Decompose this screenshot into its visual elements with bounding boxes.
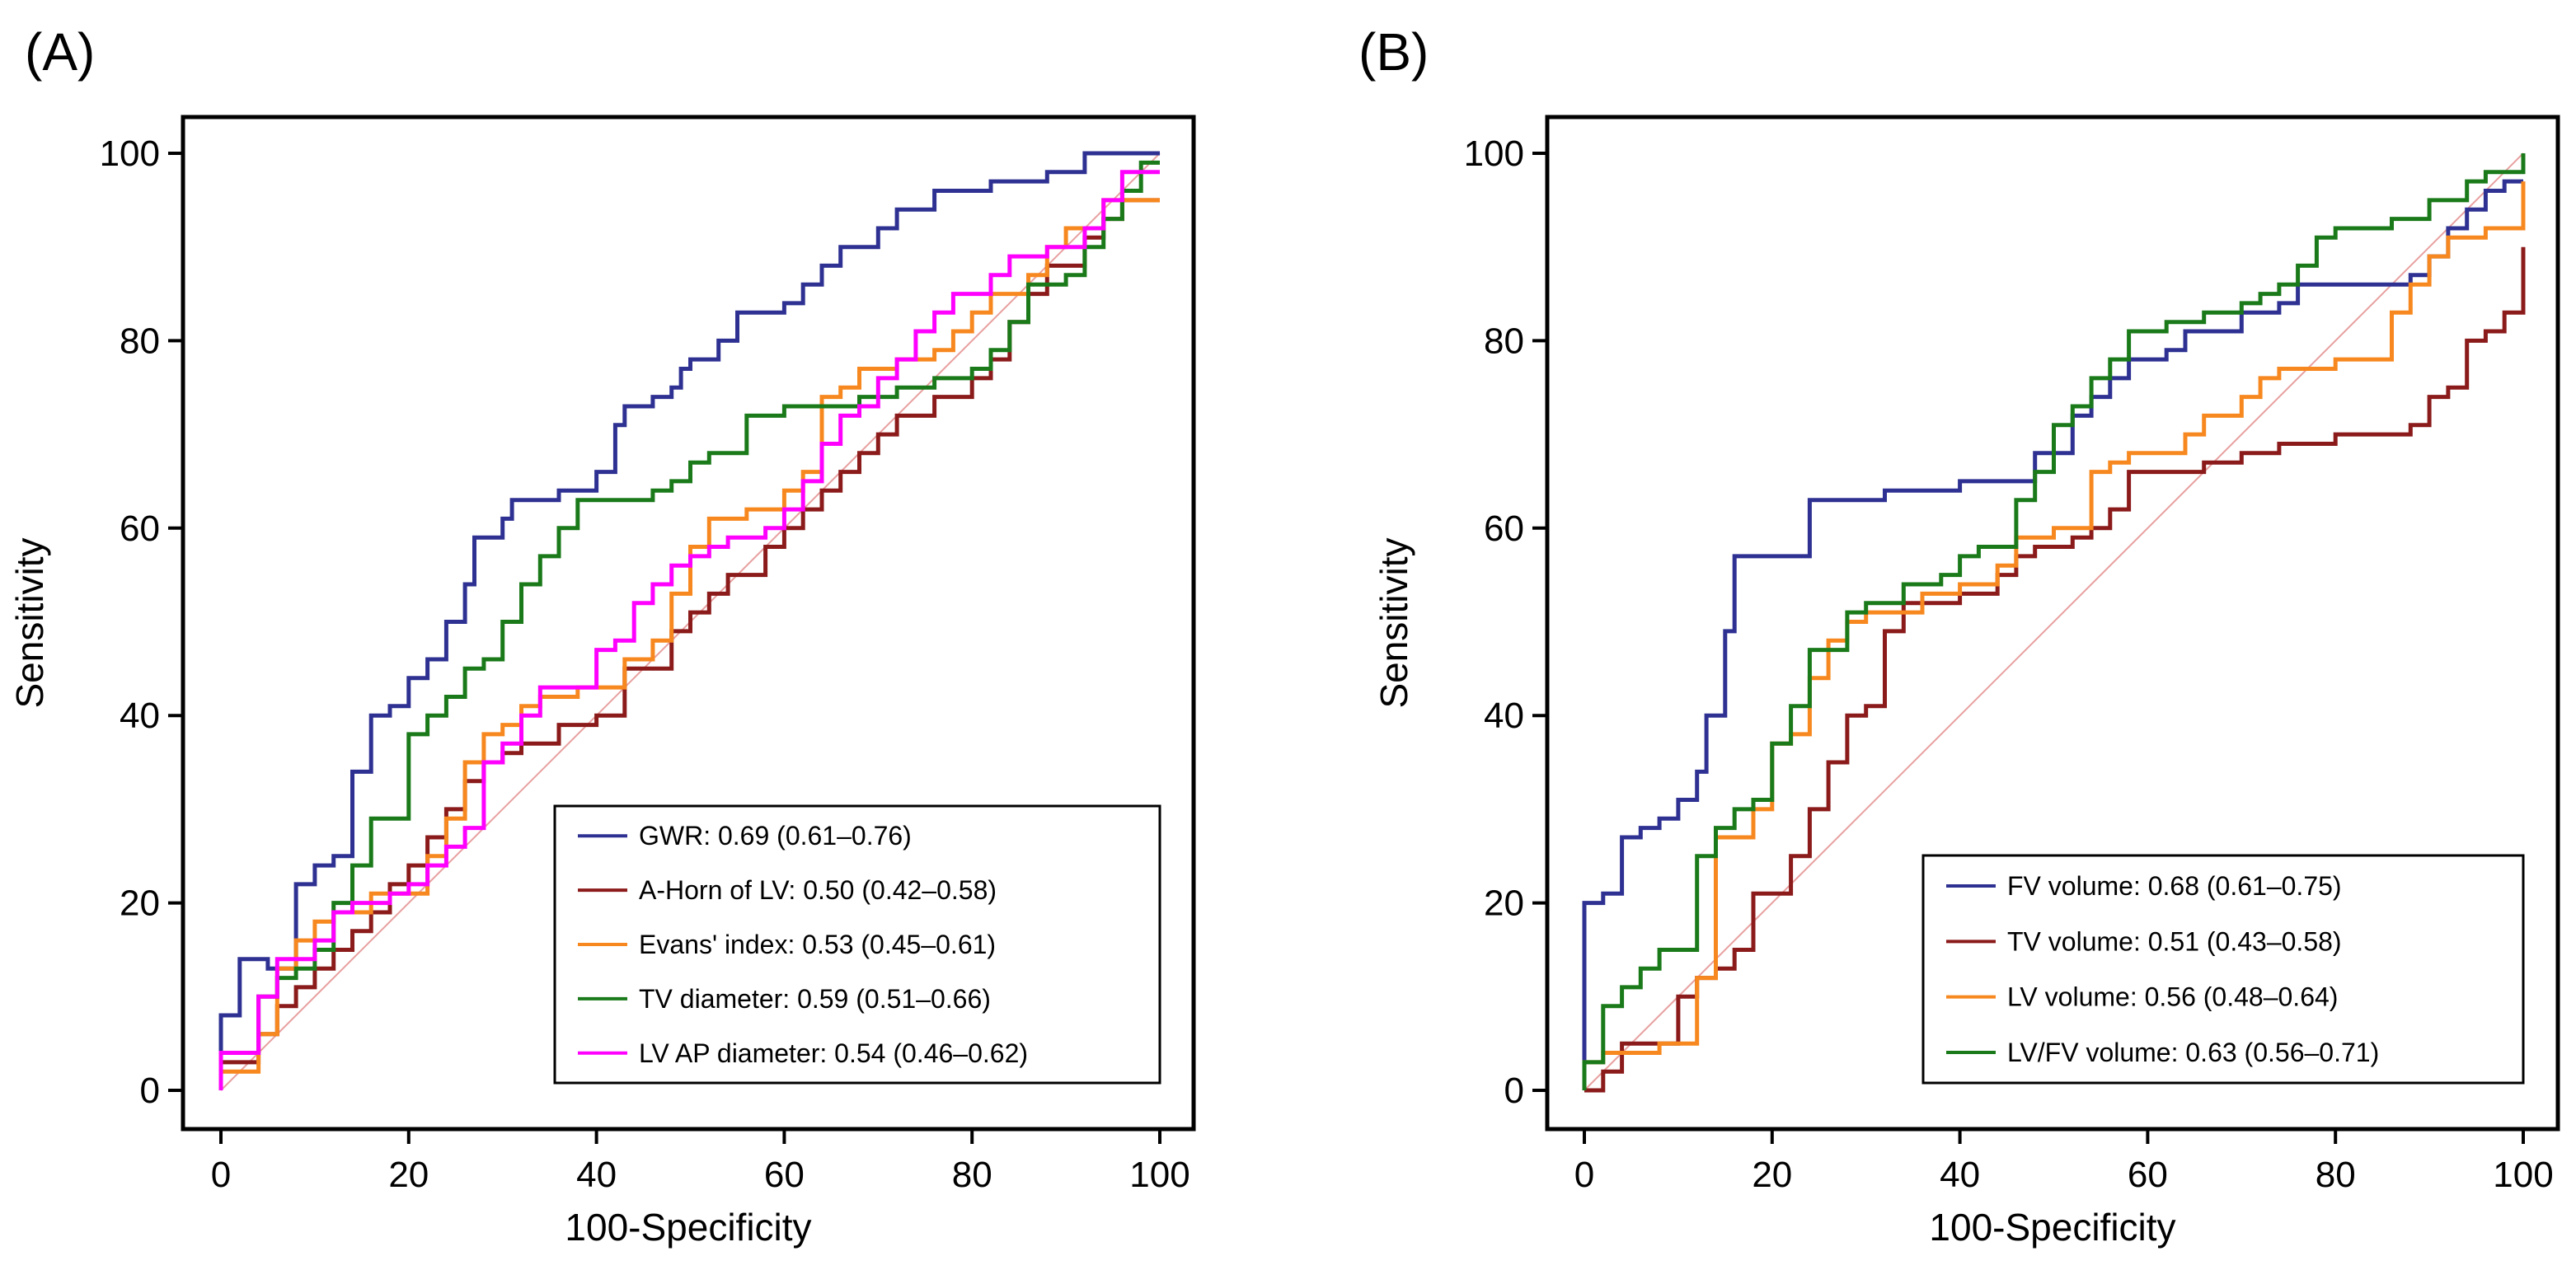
- y-tick-label: 0: [1504, 1071, 1524, 1111]
- y-tick-label: 100: [1464, 134, 1524, 174]
- y-axis-title: Sensitivity: [8, 537, 51, 708]
- x-tick-label: 100: [2493, 1155, 2553, 1195]
- legend: FV volume: 0.68 (0.61–0.75) TV volume: 0.…: [1921, 854, 2525, 1085]
- roc-curve-tv-volume: [1584, 246, 2526, 1093]
- x-tick-label: 60: [764, 1155, 805, 1195]
- plot-frame: [1545, 115, 2560, 1132]
- x-tick-label: 40: [1940, 1155, 1980, 1195]
- y-tick-label: 20: [120, 883, 160, 924]
- x-tick-label: 80: [2316, 1155, 2356, 1195]
- legend-entry: GWR: 0.69 (0.61–0.76): [639, 821, 912, 851]
- y-tick-label: 80: [1484, 321, 1524, 361]
- legend-entry: FV volume: 0.68 (0.61–0.75): [2007, 871, 2342, 901]
- x-tick-label: 60: [2128, 1155, 2168, 1195]
- y-tick-label: 40: [120, 696, 160, 736]
- plot-frame: [181, 115, 1196, 1132]
- x-tick-label: 40: [576, 1155, 617, 1195]
- roc-curve-evans-index: [218, 198, 1160, 1090]
- roc-curve-gwr: [218, 151, 1160, 1090]
- legend-entry: Evans' index: 0.53 (0.45–0.61): [639, 930, 996, 959]
- legend-entry: A-Horn of LV: 0.50 (0.42–0.58): [639, 875, 997, 905]
- legend-box: [553, 804, 1161, 1085]
- x-tick-label: 20: [388, 1155, 429, 1195]
- y-tick-label: 100: [100, 134, 160, 174]
- y-tick-label: 80: [120, 321, 160, 361]
- panel-label: (A): [25, 22, 95, 82]
- x-tick-label: 100: [1129, 1155, 1189, 1195]
- reference-diagonal: [1584, 152, 2524, 1091]
- panel-a: (A) 0 20 40 60 80 100 0 20 40 60 80 100 100-Specifici…: [8, 22, 1196, 1249]
- legend-entry: LV volume: 0.56 (0.48–0.64): [2007, 982, 2338, 1012]
- x-axis-title: 100-Specificity: [565, 1206, 811, 1249]
- y-tick-label: 0: [140, 1071, 160, 1111]
- x-tick-label: 80: [952, 1155, 992, 1195]
- y-tick-label: 20: [1484, 883, 1524, 924]
- roc-curve-lv-ap-diameter: [218, 170, 1160, 1090]
- y-axis-title: Sensitivity: [1372, 537, 1415, 708]
- y-tick-label: 60: [120, 508, 160, 549]
- legend-entry: LV/FV volume: 0.63 (0.56–0.71): [2007, 1038, 2379, 1067]
- x-axis-title: 100-Specificity: [1929, 1206, 2175, 1249]
- panel-b: (B) 0 20 40 60 80 100 0 20 40 60 80 100 100-Specifici…: [1358, 22, 2560, 1249]
- legend: GWR: 0.69 (0.61–0.76) A-Horn of LV: 0.50 …: [553, 804, 1161, 1085]
- panel-label: (B): [1358, 22, 1429, 82]
- x-tick-label: 20: [1752, 1155, 1792, 1195]
- x-tick-label: 0: [211, 1155, 231, 1195]
- x-tick-label: 0: [1574, 1155, 1594, 1195]
- legend-entry: LV AP diameter: 0.54 (0.46–0.62): [639, 1038, 1028, 1068]
- y-tick-label: 40: [1484, 696, 1524, 736]
- legend-entry: TV volume: 0.51 (0.43–0.58): [2007, 926, 2342, 956]
- roc-curve-lv-fv-volume: [1582, 153, 2526, 1090]
- y-tick-label: 60: [1484, 508, 1524, 549]
- legend-box: [1921, 854, 2525, 1085]
- legend-entry: TV diameter: 0.59 (0.51–0.66): [639, 984, 991, 1014]
